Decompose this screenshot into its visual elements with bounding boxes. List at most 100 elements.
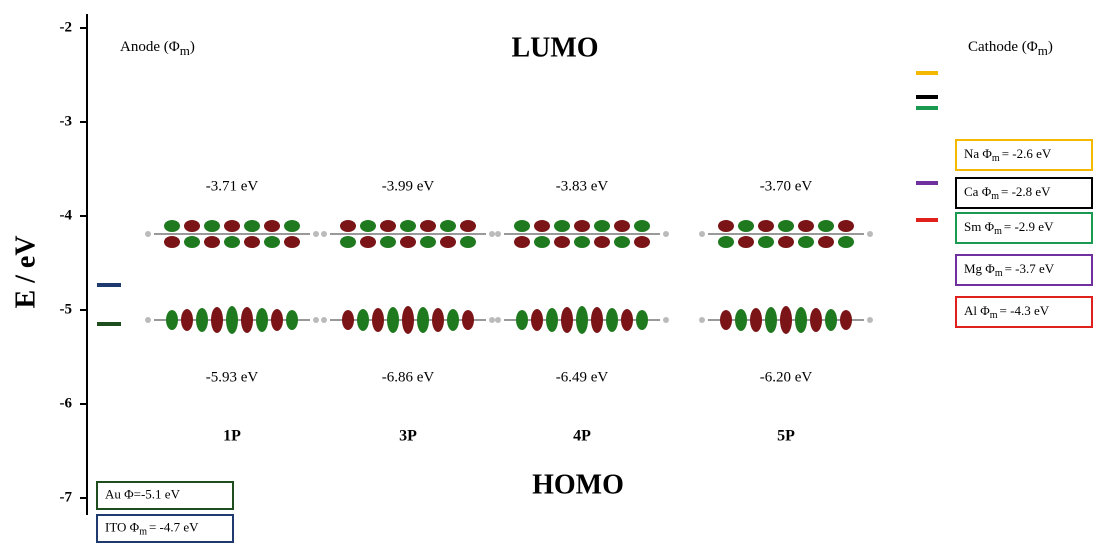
lobe [554,236,570,248]
electrode-label-pre: ITO Φ [105,519,140,534]
lobe [360,220,376,232]
lobe [196,308,208,332]
level-dash [916,71,938,75]
lobe [271,309,283,331]
lobe [720,310,732,330]
lobe [574,236,590,248]
lobe [286,310,298,330]
cathode-title-sub: m [1038,43,1048,58]
atom [699,231,705,237]
lobe [400,236,416,248]
lobe [516,310,528,330]
electrode-label-pre: Al Φ [964,303,990,318]
lobe [840,310,852,330]
lumo-energy: -3.70 eV [760,178,813,194]
lumo-orbital [321,220,495,248]
electrode-label: Au Φ=-5.1 eV [105,486,181,501]
lobe [417,307,429,333]
lobe [758,220,774,232]
atom [867,317,873,323]
lobe [440,236,456,248]
electrode-label-sub: m [995,268,1003,279]
lobe [574,220,590,232]
homo-title: HOMO [532,469,624,500]
atom [699,317,705,323]
electrode-label-post: = -4.3 eV [1000,303,1050,318]
anode-title-sub: m [180,43,190,58]
homo-orbital [321,306,495,334]
lobe [224,220,240,232]
electrode-label-pre: Na Φ [964,146,992,161]
electrode-label-sub: m [994,226,1002,237]
lobe [838,236,854,248]
lobe [284,236,300,248]
lobe [380,220,396,232]
atom [313,317,319,323]
lobe [420,236,436,248]
cathode-title-text: Cathode (Φ [968,39,1038,55]
electrode-label-post: = -4.7 eV [149,519,199,534]
lumo-orbital [495,220,669,248]
lobe [432,308,444,332]
homo-orbital [145,306,319,334]
lobe [447,309,459,331]
electrode-label-sub: m [139,527,147,538]
lobe [514,220,530,232]
lumo-orbital [699,220,873,248]
lobe [360,236,376,248]
lobe [184,236,200,248]
lobe [400,220,416,232]
lobe [735,309,747,331]
lobe [420,220,436,232]
homo-energy: -6.49 eV [556,369,609,385]
homo-energy: -6.20 eV [760,369,813,385]
lobe [576,306,588,334]
level-dash [916,106,938,110]
homo-energy: -6.86 eV [382,369,435,385]
anode-title: Anode (Φm) [120,39,195,58]
level-dash [97,283,121,287]
lobe [380,236,396,248]
lobe [758,236,774,248]
atom [313,231,319,237]
lobe [614,220,630,232]
lobe [614,236,630,248]
lumo-energy: -3.71 eV [206,178,259,194]
lobe [594,236,610,248]
electrode-label-post: = -3.7 eV [1005,261,1055,276]
lobe [204,236,220,248]
electrode-label-post: = -2.8 eV [1001,184,1051,199]
lobe [164,236,180,248]
lobe [184,220,200,232]
lobe [342,310,354,330]
lobe [778,236,794,248]
lobe [561,307,573,333]
lobe [818,220,834,232]
energy-diagram: E / eV Anode (Φm) Cathode (Φm) LUMO HOMO… [0,0,1094,544]
homo-orbital [495,306,669,334]
electrode-label-sub: m [990,310,998,321]
atom [867,231,873,237]
lobe [534,236,550,248]
electrode-label-pre: Sm Φ [964,219,995,234]
molecule-name: 5P [777,428,795,445]
lobe [440,220,456,232]
tick-label: -3 [60,113,73,129]
lobe [340,236,356,248]
lobe [204,220,220,232]
lobe [211,307,223,333]
lobe [166,310,178,330]
lobe [795,307,807,333]
level-dash [916,218,938,222]
electrode-label-pre: Ca Φ [964,184,992,199]
anode-levels [97,283,121,326]
level-dash [916,181,938,185]
electrode-label-sub: m [992,153,1000,164]
lobe [241,307,253,333]
level-dash [916,95,938,99]
lobe [778,220,794,232]
lobe [636,310,648,330]
lobe [594,220,610,232]
lobe [340,220,356,232]
lobe [534,220,550,232]
